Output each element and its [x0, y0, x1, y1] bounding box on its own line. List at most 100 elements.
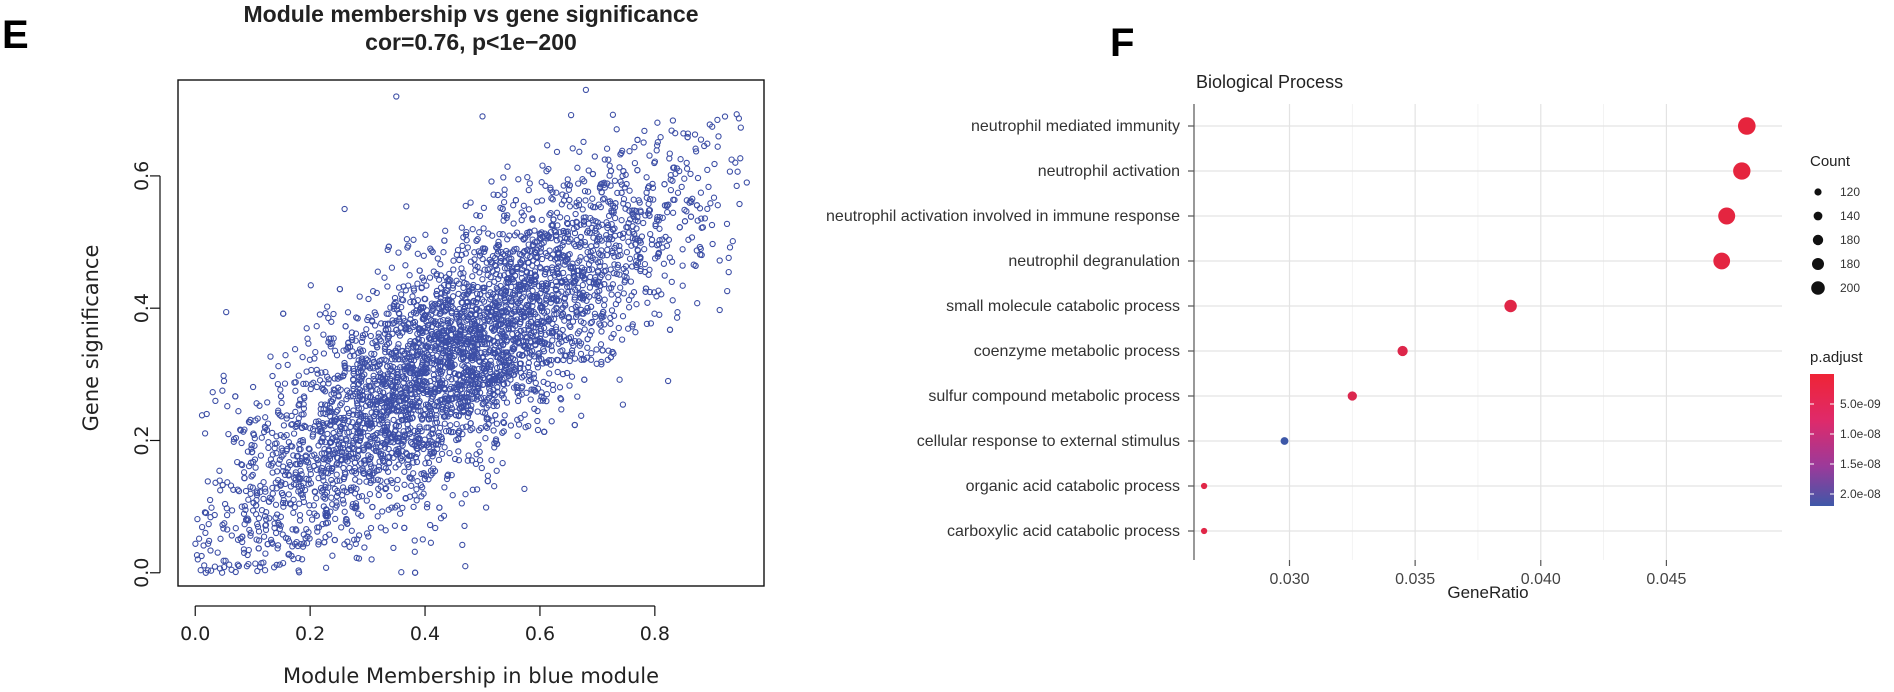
- scatter-point: [413, 497, 420, 504]
- scatter-point: [372, 311, 379, 319]
- scatter-point: [322, 520, 330, 527]
- scatter-point: [433, 352, 440, 359]
- scatter-point: [274, 511, 281, 518]
- scatter-point: [453, 251, 460, 258]
- scatter-point: [301, 394, 308, 402]
- scatter-point: [386, 402, 393, 409]
- scatter-point: [644, 299, 651, 306]
- scatter-point: [384, 246, 391, 254]
- scatter-point: [370, 365, 377, 372]
- scatter-point: [476, 375, 484, 382]
- scatter-point: [432, 524, 439, 532]
- scatter-point: [453, 386, 460, 393]
- scatter-point: [226, 561, 233, 568]
- scatter-point: [401, 468, 408, 475]
- scatter-point: [537, 265, 544, 272]
- scatter-point: [415, 403, 422, 410]
- scatter-point: [673, 165, 681, 172]
- scatter-point: [656, 225, 663, 232]
- dotplot-point: [1738, 117, 1756, 135]
- scatter-point: [549, 295, 557, 302]
- scatter-point: [398, 296, 405, 303]
- scatter-point: [602, 267, 609, 274]
- scatter-point: [611, 177, 619, 184]
- scatter-point: [553, 209, 561, 216]
- scatter-point: [683, 159, 690, 167]
- scatter-point: [379, 508, 386, 515]
- scatter-point: [609, 111, 617, 118]
- scatter-point: [200, 542, 207, 549]
- scatter-point: [492, 262, 499, 270]
- scatter-point: [405, 463, 412, 471]
- scatter-point: [355, 446, 362, 454]
- scatter-point: [220, 525, 227, 532]
- scatter-point: [525, 359, 532, 367]
- scatter-point: [325, 314, 332, 322]
- scatter-point: [368, 420, 375, 428]
- scatter-point: [633, 301, 640, 308]
- scatter-point: [389, 320, 396, 327]
- dotplot-category-label: cellular response to external stimulus: [917, 433, 1180, 450]
- scatter-point: [502, 288, 510, 295]
- scatter-point: [228, 532, 235, 539]
- scatter-point: [295, 372, 302, 379]
- scatter-point: [641, 246, 648, 253]
- scatter-point: [462, 563, 469, 570]
- scatter-y-tick-label: 0.4: [131, 293, 153, 323]
- scatter-point: [436, 424, 444, 432]
- scatter-point: [524, 252, 531, 259]
- scatter-point: [572, 210, 579, 218]
- scatter-point: [543, 391, 551, 398]
- scatter-point: [373, 397, 381, 404]
- scatter-point: [449, 492, 456, 499]
- scatter-point: [329, 552, 336, 559]
- scatter-point: [434, 255, 441, 262]
- scatter-point: [376, 387, 383, 395]
- scatter-point: [401, 524, 408, 532]
- scatter-point: [244, 551, 251, 559]
- scatter-point: [377, 370, 384, 377]
- scatter-point: [315, 460, 322, 467]
- scatter-point: [300, 411, 307, 418]
- scatter-point: [538, 283, 546, 290]
- scatter-point: [385, 243, 392, 250]
- scatter-title: Module membership vs gene significance: [243, 1, 698, 27]
- scatter-point: [500, 251, 507, 258]
- scatter-point: [343, 395, 350, 403]
- scatter-point: [339, 372, 347, 380]
- dotplot-x-tick-label: 0.035: [1395, 571, 1435, 588]
- scatter-point: [725, 268, 732, 276]
- scatter-point: [339, 497, 347, 504]
- scatter-point: [383, 439, 390, 446]
- scatter-point: [425, 459, 433, 467]
- scatter-point: [253, 489, 261, 497]
- scatter-point: [452, 330, 459, 337]
- scatter-point: [542, 250, 550, 257]
- scatter-point: [557, 348, 564, 355]
- legend-count-dot: [1811, 281, 1825, 295]
- scatter-point: [281, 380, 289, 387]
- scatter-point: [669, 177, 676, 184]
- scatter-point: [399, 406, 406, 413]
- scatter-point: [569, 219, 576, 227]
- scatter-point: [311, 488, 319, 496]
- scatter-point: [709, 240, 716, 248]
- scatter-point: [247, 490, 254, 497]
- scatter-point: [444, 287, 451, 295]
- scatter-point: [344, 520, 351, 527]
- scatter-point: [570, 278, 577, 286]
- scatter-point: [338, 449, 346, 456]
- scatter-point: [279, 468, 287, 475]
- scatter-x-tick-label: 0.8: [640, 623, 670, 645]
- scatter-point: [571, 355, 579, 362]
- scatter-point: [292, 461, 299, 468]
- scatter-point: [370, 412, 378, 420]
- scatter-point: [543, 397, 550, 405]
- scatter-point: [527, 296, 534, 303]
- scatter-point: [323, 456, 330, 463]
- scatter-point: [358, 405, 365, 412]
- scatter-point: [547, 186, 554, 193]
- scatter-point: [441, 237, 448, 244]
- scatter-point: [457, 270, 464, 278]
- scatter-point: [563, 215, 571, 222]
